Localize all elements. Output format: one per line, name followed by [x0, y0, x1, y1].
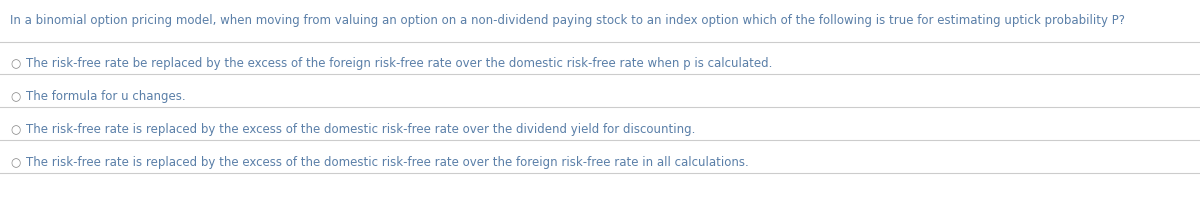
- Text: The risk-free rate is replaced by the excess of the domestic risk-free rate over: The risk-free rate is replaced by the ex…: [26, 123, 695, 136]
- Text: The risk-free rate is replaced by the excess of the domestic risk-free rate over: The risk-free rate is replaced by the ex…: [26, 156, 749, 169]
- Text: ○: ○: [10, 57, 20, 70]
- Text: In a binomial option pricing model, when moving from valuing an option on a non-: In a binomial option pricing model, when…: [10, 14, 1126, 27]
- Text: ○: ○: [10, 123, 20, 136]
- Text: ○: ○: [10, 156, 20, 169]
- Text: The formula for u changes.: The formula for u changes.: [26, 90, 186, 103]
- Text: ○: ○: [10, 90, 20, 103]
- Text: The risk-free rate be replaced by the excess of the foreign risk-free rate over : The risk-free rate be replaced by the ex…: [26, 57, 773, 70]
